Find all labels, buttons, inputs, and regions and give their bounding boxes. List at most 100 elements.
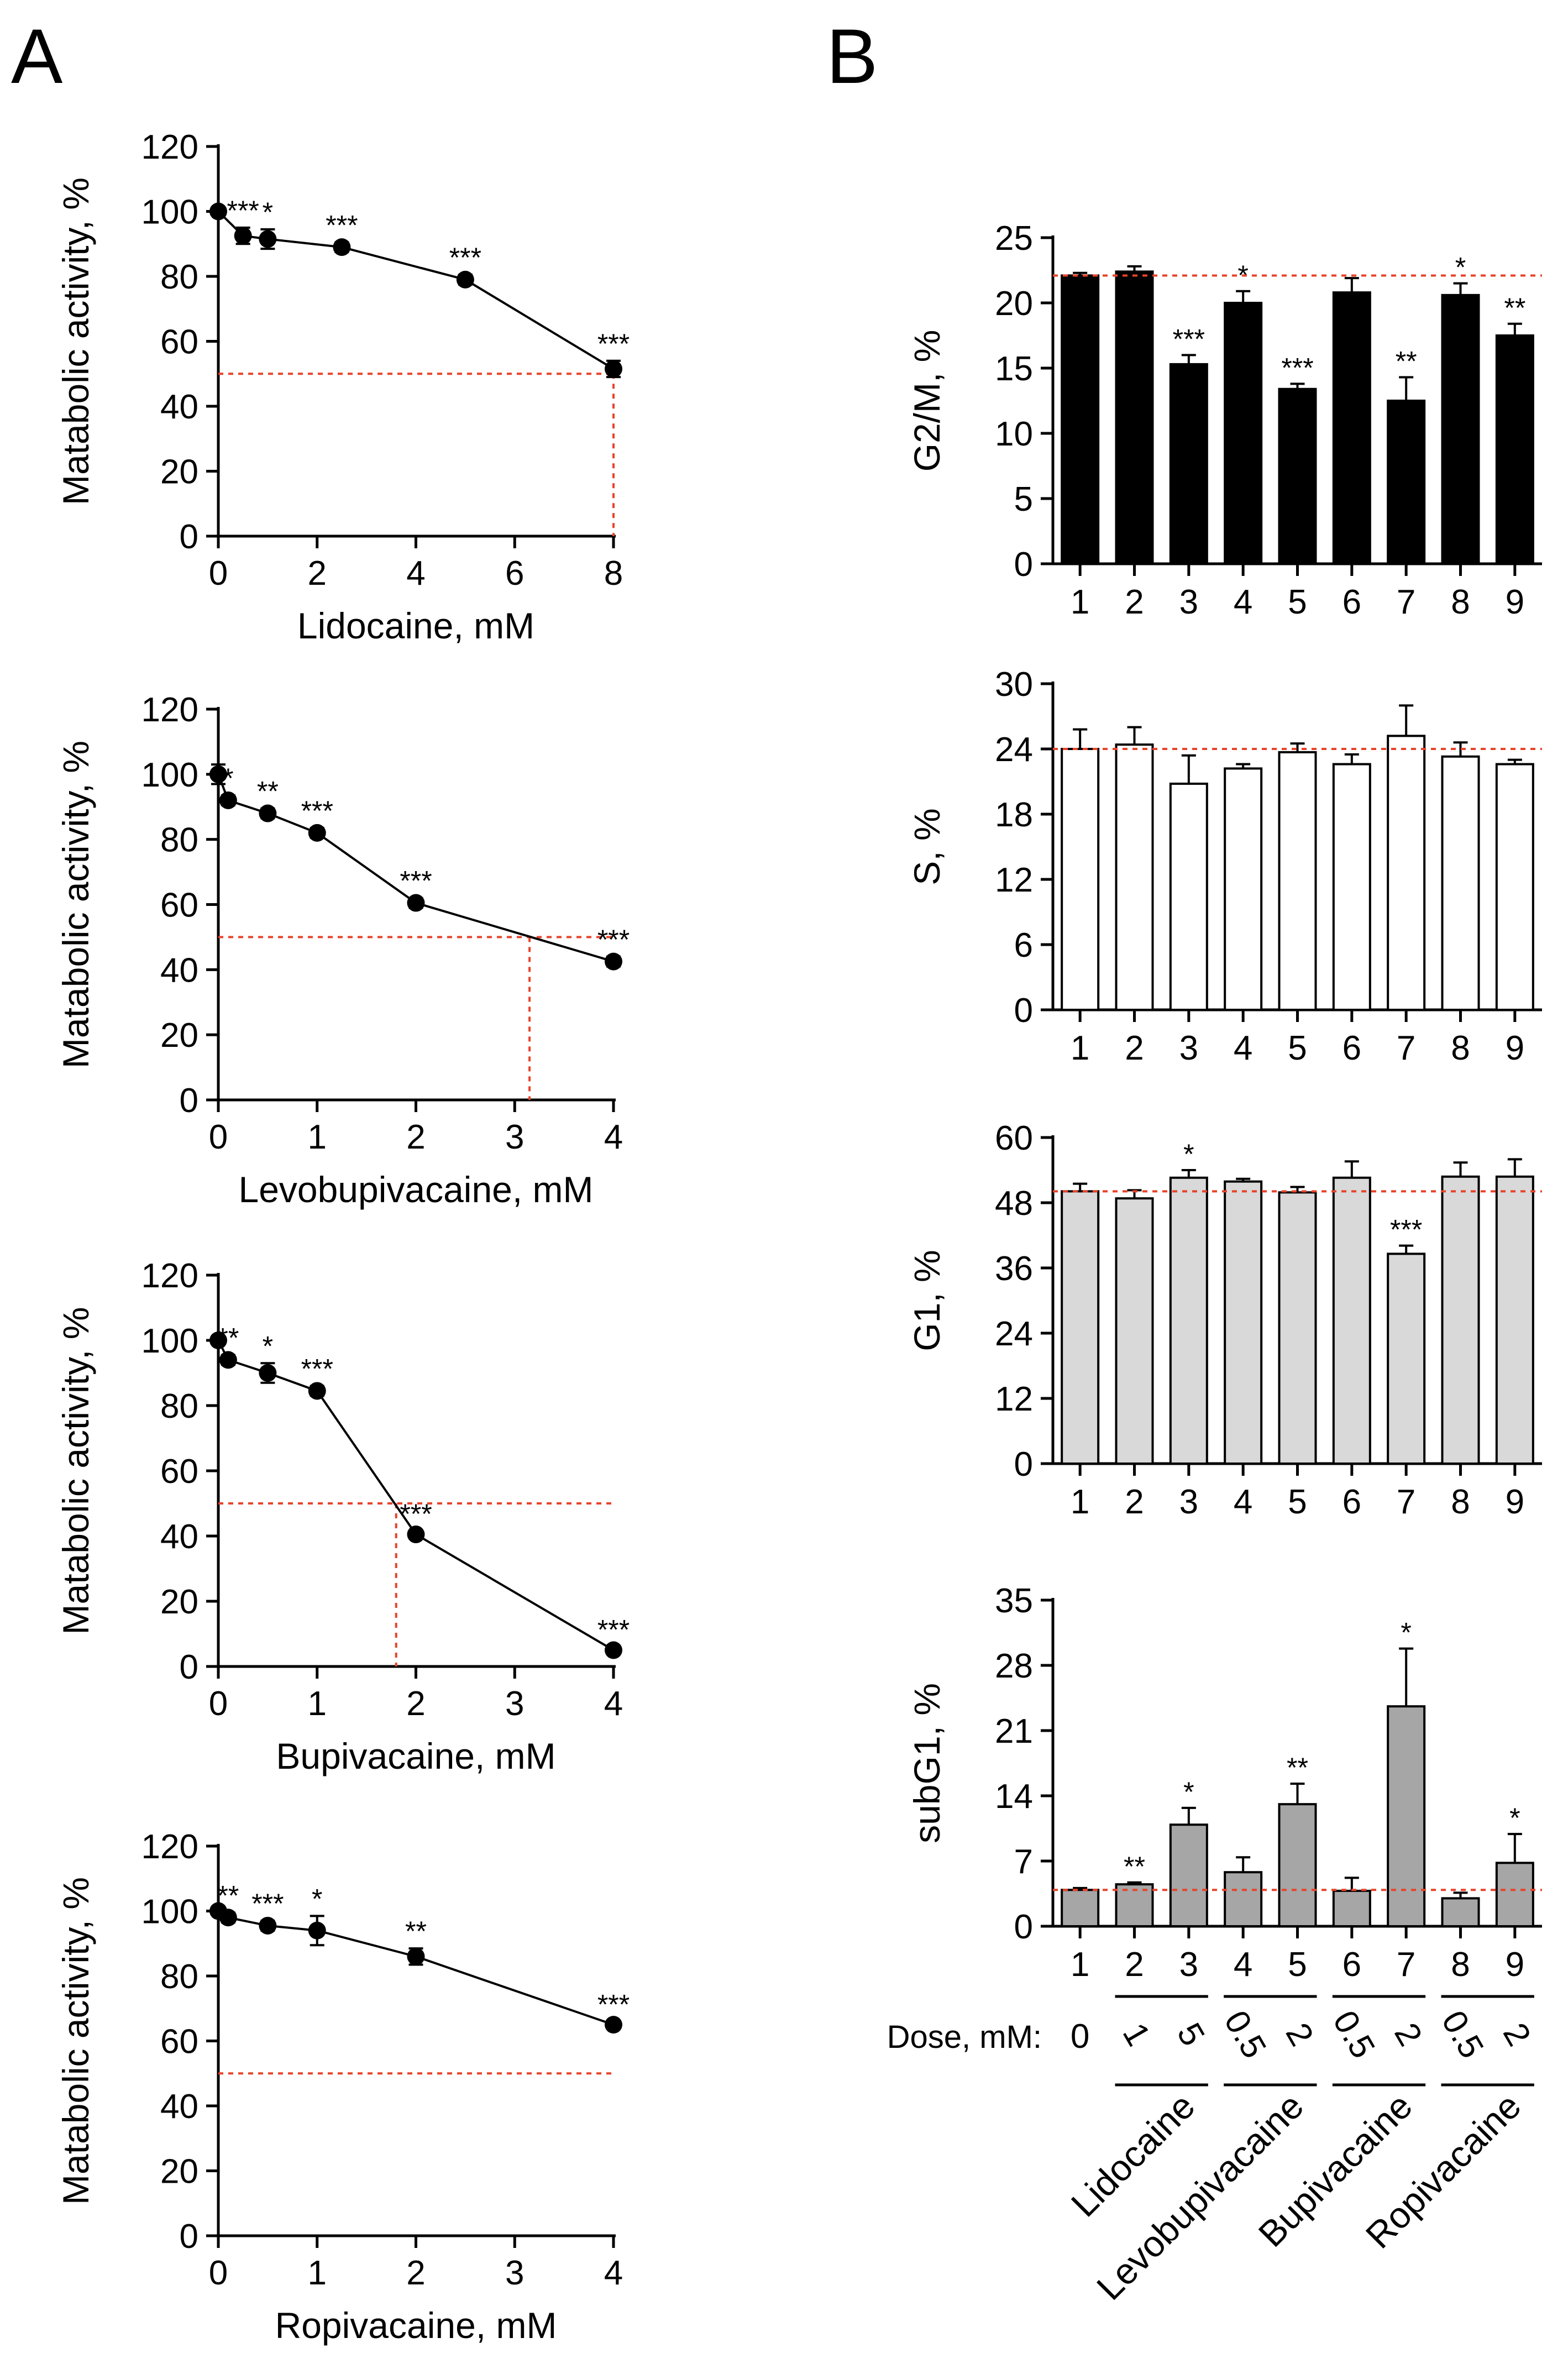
x-tick-label: 5 <box>1288 1946 1307 1984</box>
bar <box>1441 293 1480 565</box>
x-tick-label: 2 <box>1125 1029 1144 1067</box>
significance-label: * <box>1401 1617 1411 1648</box>
significance-label: ** <box>1287 1752 1308 1783</box>
x-tick-label: 1 <box>1071 1946 1089 1984</box>
chart-3: 0 20 40 60 80 100 120 0 1 2 3 4 Bupivacaine, mM Matab… <box>55 1257 630 1776</box>
x-tick-label: 2 <box>1125 1483 1144 1521</box>
y-tick-label: 120 <box>141 691 198 729</box>
bar <box>1332 763 1371 1011</box>
y-tick-label: 20 <box>995 285 1033 323</box>
y-tick-label: 120 <box>141 1257 198 1295</box>
x-tick-label: 6 <box>505 554 524 593</box>
y-tick-label: 60 <box>995 1119 1033 1157</box>
dose-value: 2 <box>1387 2017 1429 2052</box>
data-point <box>259 804 277 822</box>
x-tick-label: 1 <box>308 2254 327 2292</box>
y-tick-label: 0 <box>180 518 198 556</box>
x-tick-label: 4 <box>604 1685 623 1723</box>
data-point <box>333 238 351 256</box>
x-tick-label: 1 <box>308 1685 327 1723</box>
bar <box>1224 1871 1263 1927</box>
x-tick-label: 0 <box>209 554 228 593</box>
x-tick-label: 4 <box>1234 583 1252 621</box>
y-tick-label: 40 <box>160 951 198 989</box>
y-tick-label: 48 <box>995 1184 1033 1223</box>
bar <box>1332 291 1371 565</box>
x-axis-label: Levobupivacaine, mM <box>238 1169 593 1210</box>
significance-label: *** <box>1173 323 1205 354</box>
y-tick-label: 14 <box>995 1778 1033 1816</box>
x-tick-label: 3 <box>1179 1029 1198 1067</box>
data-point <box>407 1526 425 1544</box>
significance-label: ** <box>405 1916 427 1947</box>
significance-label: ** <box>1396 346 1417 377</box>
bar <box>1387 1705 1426 1927</box>
y-tick-label: 20 <box>160 2153 198 2191</box>
significance-label: *** <box>400 1498 432 1529</box>
x-tick-label: 4 <box>1234 1483 1252 1521</box>
significance-label: ** <box>257 776 279 807</box>
data-point <box>219 1351 237 1369</box>
x-tick-label: 3 <box>1179 583 1198 621</box>
dose-value: 1 <box>1115 2017 1158 2052</box>
y-tick-label: 60 <box>160 887 198 925</box>
data-point <box>219 791 237 809</box>
y-tick-label: 6 <box>1014 926 1033 965</box>
chart-2: 0 20 40 60 80 100 120 0 1 2 3 4 Levobupivacaine, mM M… <box>55 691 630 1210</box>
y-tick-label: 80 <box>160 1387 198 1425</box>
data-point <box>407 894 425 912</box>
data-point <box>209 1332 227 1349</box>
x-tick-label: 2 <box>406 1118 425 1156</box>
x-axis-label: Ropivacaine, mM <box>275 2305 557 2346</box>
data-point <box>456 270 474 289</box>
significance-label: *** <box>326 209 358 240</box>
x-tick-label: 5 <box>1288 1029 1307 1067</box>
panel-label-a: A <box>11 13 63 99</box>
y-tick-label: 20 <box>160 1016 198 1055</box>
x-tick-label: 9 <box>1506 1946 1524 1984</box>
significance-label: * <box>312 1883 322 1914</box>
x-tick-label: 8 <box>1451 583 1470 621</box>
bar <box>1495 1175 1534 1465</box>
y-tick-label: 80 <box>160 821 198 859</box>
significance-label: *** <box>597 1989 630 2020</box>
y-tick-label: 0 <box>1014 546 1033 584</box>
y-tick-label: 25 <box>995 219 1033 258</box>
x-tick-label: 9 <box>1506 1483 1524 1521</box>
bar <box>1115 1197 1154 1465</box>
series-line <box>217 1340 615 1652</box>
x-tick-label: 1 <box>308 1118 327 1156</box>
y-tick-label: 120 <box>141 128 198 166</box>
y-tick-label: 24 <box>995 1315 1033 1353</box>
x-tick-label: 0 <box>209 2254 228 2292</box>
x-tick-label: 2 <box>406 2254 425 2292</box>
y-tick-label: 24 <box>995 731 1033 769</box>
x-tick-label: 4 <box>1234 1946 1252 1984</box>
x-tick-label: 4 <box>406 554 425 593</box>
bar <box>1278 1803 1317 1927</box>
bar <box>1061 748 1100 1011</box>
bar <box>1115 270 1154 565</box>
y-axis-label: Matabolic activity, % <box>55 177 96 505</box>
x-axis-label: Bupivacaine, mM <box>276 1736 555 1776</box>
y-tick-label: 5 <box>1014 480 1033 518</box>
significance-label: ** <box>217 1323 239 1354</box>
bar <box>1387 1252 1426 1465</box>
significance-label: * <box>1183 1776 1194 1807</box>
x-tick-label: 2 <box>308 554 327 593</box>
y-axis-label: subG1, % <box>906 1683 947 1843</box>
dose-value: 0 <box>1071 2017 1089 2056</box>
bar <box>1169 363 1208 565</box>
y-tick-label: 0 <box>1014 1908 1033 1946</box>
significance-label: *** <box>1281 352 1313 383</box>
dose-value: 5 <box>1170 2017 1212 2052</box>
y-tick-label: 40 <box>160 1518 198 1556</box>
bar <box>1224 302 1263 565</box>
y-tick-label: 0 <box>180 1082 198 1120</box>
y-tick-label: 21 <box>995 1712 1033 1750</box>
y-tick-label: 12 <box>995 1380 1033 1418</box>
significance-label: ** <box>1124 1851 1145 1882</box>
